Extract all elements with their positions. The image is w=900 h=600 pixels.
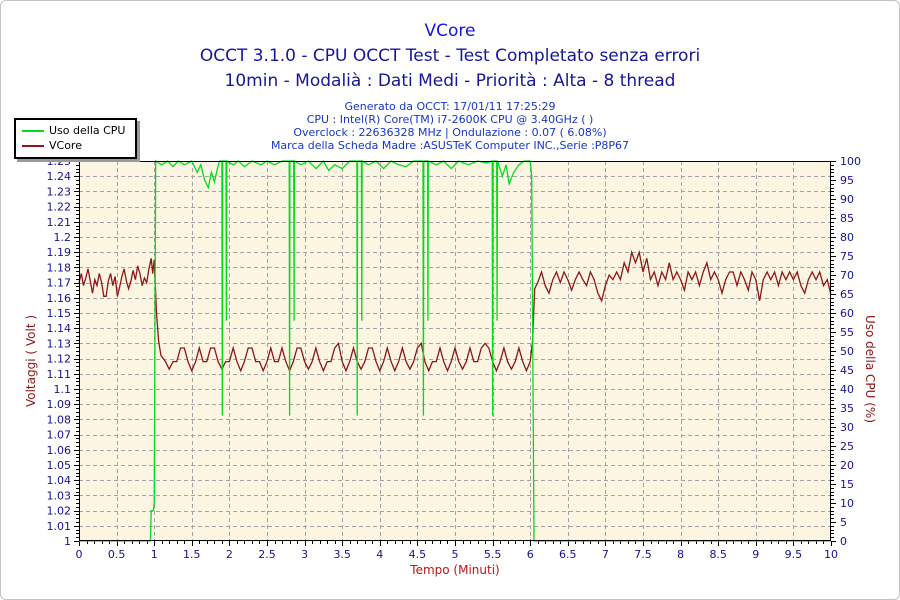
svg-text:15: 15 <box>840 478 854 491</box>
svg-text:1.07: 1.07 <box>47 429 72 442</box>
svg-text:5: 5 <box>840 516 847 529</box>
svg-text:1.06: 1.06 <box>47 444 72 457</box>
svg-text:55: 55 <box>840 326 854 339</box>
info-block: Generato da OCCT: 17/01/11 17:25:29 CPU … <box>1 100 899 152</box>
info-generated: Generato da OCCT: 17/01/11 17:25:29 <box>344 100 556 113</box>
svg-text:2.5: 2.5 <box>258 548 276 561</box>
svg-text:1.01: 1.01 <box>47 520 72 533</box>
info-motherboard: Marca della Scheda Madre :ASUSTeK Comput… <box>270 139 630 152</box>
svg-text:0.5: 0.5 <box>108 548 126 561</box>
svg-text:1.19: 1.19 <box>47 246 72 259</box>
svg-text:10: 10 <box>824 548 838 561</box>
svg-text:65: 65 <box>840 288 854 301</box>
svg-text:9: 9 <box>752 548 759 561</box>
svg-text:60: 60 <box>840 307 854 320</box>
svg-text:1: 1 <box>151 548 158 561</box>
svg-text:1.22: 1.22 <box>47 201 72 214</box>
y-axis-title-left: Voltaggi ( Volt ) <box>24 314 38 408</box>
vcore-line-swatch <box>22 144 44 147</box>
svg-text:1.1: 1.1 <box>54 383 72 396</box>
svg-text:1.02: 1.02 <box>47 505 72 518</box>
svg-text:1.04: 1.04 <box>47 474 72 487</box>
svg-text:1.24: 1.24 <box>47 170 72 183</box>
svg-text:100: 100 <box>840 155 861 168</box>
legend-item-vcore: VCore <box>22 138 125 153</box>
info-cpu: CPU : Intel(R) Core(TM) i7-2600K CPU @ 3… <box>306 113 594 126</box>
svg-text:0: 0 <box>840 535 847 548</box>
svg-text:1.5: 1.5 <box>183 548 201 561</box>
legend-label-vcore: VCore <box>49 139 82 152</box>
svg-text:1.11: 1.11 <box>47 368 72 381</box>
y-right-tick-labels: 0 5 10 15 20 25 30 35 40 45 50 55 60 65 70 75 80 85 90 95 10… <box>840 155 861 548</box>
svg-text:1.23: 1.23 <box>47 185 72 198</box>
svg-text:1.09: 1.09 <box>47 398 72 411</box>
svg-text:45: 45 <box>840 364 854 377</box>
svg-text:50: 50 <box>840 345 854 358</box>
legend-box: Uso della CPU VCore <box>14 118 138 159</box>
svg-text:4.5: 4.5 <box>409 548 427 561</box>
chart-subtitle-1: OCCT 3.1.0 - CPU OCCT Test - Test Comple… <box>199 46 701 66</box>
svg-text:85: 85 <box>840 212 854 225</box>
svg-text:1.05: 1.05 <box>47 459 72 472</box>
svg-text:5: 5 <box>452 548 459 561</box>
svg-text:80: 80 <box>840 231 854 244</box>
x-axis-title: Tempo (Minuti) <box>410 563 500 577</box>
svg-text:7.5: 7.5 <box>634 548 652 561</box>
svg-text:8.5: 8.5 <box>709 548 727 561</box>
info-overclock: Overclock : 22636328 MHz | Ondulazione :… <box>293 126 607 139</box>
svg-text:3: 3 <box>301 548 308 561</box>
svg-text:1.12: 1.12 <box>47 353 72 366</box>
chart-title: VCore <box>424 21 476 41</box>
svg-text:0: 0 <box>76 548 83 561</box>
legend-label-cpu: Uso della CPU <box>49 124 126 137</box>
svg-text:1.21: 1.21 <box>47 216 72 229</box>
svg-text:1.13: 1.13 <box>47 337 72 350</box>
axis-ticks <box>74 161 836 546</box>
svg-text:1.14: 1.14 <box>47 322 72 335</box>
svg-text:90: 90 <box>840 193 854 206</box>
cpu-usage-line <box>79 159 831 542</box>
cpu-usage-line-swatch <box>22 129 44 132</box>
y-left-tick-labels: 1 1.01 1.02 1.03 1.04 1.05 1.06 1.07 1.08 1.09 1.1… <box>47 155 72 548</box>
svg-text:1.08: 1.08 <box>47 413 72 426</box>
svg-text:1: 1 <box>64 535 71 548</box>
svg-text:1.17: 1.17 <box>47 277 72 290</box>
svg-text:35: 35 <box>840 402 854 415</box>
vcore-line <box>78 249 832 373</box>
legend-item-cpu: Uso della CPU <box>22 123 125 138</box>
svg-text:7: 7 <box>602 548 609 561</box>
svg-text:1.2: 1.2 <box>54 231 72 244</box>
svg-text:6: 6 <box>527 548 534 561</box>
svg-text:30: 30 <box>840 421 854 434</box>
svg-text:10: 10 <box>840 497 854 510</box>
svg-text:1.15: 1.15 <box>47 307 72 320</box>
y-axis-title-right: Uso della CPU (%) <box>863 314 877 424</box>
plot-border <box>79 161 831 541</box>
svg-text:25: 25 <box>840 440 854 453</box>
svg-text:3.5: 3.5 <box>333 548 351 561</box>
svg-text:4: 4 <box>376 548 383 561</box>
title-block: VCore OCCT 3.1.0 - CPU OCCT Test - Test … <box>1 19 899 94</box>
svg-text:75: 75 <box>840 250 854 263</box>
svg-text:1.03: 1.03 <box>47 489 72 502</box>
svg-text:6.5: 6.5 <box>559 548 577 561</box>
svg-text:1.18: 1.18 <box>47 261 72 274</box>
svg-text:1.16: 1.16 <box>47 292 72 305</box>
svg-text:70: 70 <box>840 269 854 282</box>
x-tick-labels: 0 0.5 1 1.5 2 2.5 3 3.5 4 4.5 5 5.5 6 6.5 7 7.5 8 8.5 9 9.5… <box>76 548 839 561</box>
svg-text:9.5: 9.5 <box>785 548 803 561</box>
svg-text:5.5: 5.5 <box>484 548 502 561</box>
svg-text:8: 8 <box>677 548 684 561</box>
chart-subtitle-2: 10min - Modalià : Dati Medi - Priorità :… <box>224 71 676 91</box>
svg-text:20: 20 <box>840 459 854 472</box>
svg-text:95: 95 <box>840 174 854 187</box>
svg-text:40: 40 <box>840 383 854 396</box>
svg-text:2: 2 <box>226 548 233 561</box>
